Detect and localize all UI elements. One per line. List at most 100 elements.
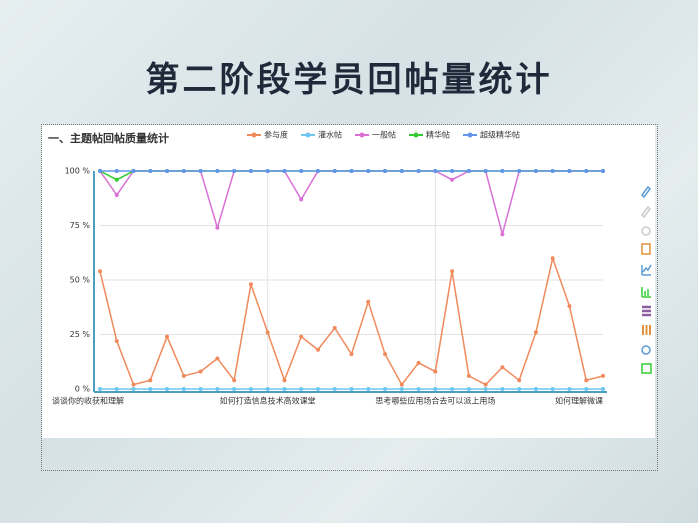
data-point — [433, 387, 438, 391]
data-point — [433, 369, 438, 374]
data-point — [282, 169, 287, 173]
data-point — [601, 387, 605, 391]
data-point — [567, 387, 572, 391]
data-point — [450, 387, 455, 391]
data-point — [248, 169, 253, 173]
legend-label: 一般帖 — [372, 130, 396, 140]
data-point — [416, 360, 421, 365]
data-point — [349, 387, 354, 391]
tool-icon[interactable] — [642, 305, 651, 317]
data-point — [98, 387, 102, 391]
data-point — [181, 169, 186, 173]
data-point — [332, 387, 337, 391]
y-tick-label: 25 % — [70, 330, 91, 339]
data-point — [114, 339, 119, 344]
toolbox[interactable] — [641, 185, 652, 374]
data-point — [315, 387, 320, 391]
data-point — [282, 387, 287, 391]
data-point — [248, 387, 253, 391]
data-point — [416, 387, 421, 391]
tool-icon[interactable] — [641, 226, 651, 236]
x-tick-label: 思考哪些应用场合去可以派上用场 — [375, 396, 495, 406]
data-point — [265, 330, 270, 335]
legend-swatch — [413, 132, 419, 138]
data-point — [601, 373, 605, 378]
data-point — [315, 347, 320, 352]
data-point — [533, 387, 538, 391]
data-point — [416, 169, 421, 173]
data-point — [584, 169, 589, 173]
data-point — [131, 387, 136, 391]
data-point — [517, 169, 522, 173]
y-tick-label: 0 % — [75, 385, 91, 394]
data-point — [232, 169, 237, 173]
data-point — [215, 169, 220, 173]
legend-swatch — [467, 132, 473, 138]
data-point — [399, 387, 404, 391]
data-point — [215, 387, 220, 391]
data-point — [533, 169, 538, 173]
data-point — [181, 387, 186, 391]
data-point — [366, 169, 371, 173]
data-point — [500, 169, 505, 173]
slide-title: 第二阶段学员回帖量统计 — [145, 60, 553, 100]
data-point — [282, 378, 287, 383]
tool-icon[interactable] — [641, 243, 651, 255]
data-point — [450, 269, 455, 274]
data-point — [114, 387, 119, 391]
data-point — [483, 382, 488, 387]
data-point — [98, 169, 102, 173]
data-point — [466, 169, 471, 173]
data-point — [450, 169, 455, 173]
data-point — [366, 299, 371, 304]
data-point — [433, 169, 438, 173]
data-point — [483, 387, 488, 391]
data-point — [265, 387, 270, 391]
data-point — [299, 334, 304, 339]
y-tick-label: 75 % — [70, 221, 91, 230]
data-point — [165, 169, 170, 173]
data-point — [383, 169, 388, 173]
tool-icon[interactable] — [642, 325, 651, 335]
data-point — [533, 330, 538, 335]
y-tick-label: 50 % — [70, 276, 91, 285]
data-point — [198, 387, 203, 391]
x-tick-label: 如何理解微课 — [555, 396, 603, 406]
chart-background — [42, 125, 655, 438]
data-point — [349, 352, 354, 357]
data-point — [248, 282, 253, 287]
data-point — [517, 378, 522, 383]
data-point — [550, 387, 555, 391]
data-point — [500, 387, 505, 391]
data-point — [517, 387, 522, 391]
legend-swatch — [305, 132, 311, 138]
tool-icon[interactable] — [641, 363, 652, 374]
data-point — [299, 387, 304, 391]
legend-label: 精华帖 — [426, 130, 450, 140]
data-point — [114, 192, 119, 197]
x-tick-label: 谈谈你的收获和理解 — [52, 396, 124, 406]
tool-icon[interactable] — [641, 287, 651, 298]
data-point — [332, 325, 337, 330]
tool-icon[interactable] — [641, 264, 652, 276]
legend-label: 超级精华帖 — [480, 130, 520, 140]
chart-title: 一、主题帖回帖质量统计 — [48, 131, 169, 145]
data-point — [399, 169, 404, 173]
data-point — [148, 169, 153, 173]
tool-icon[interactable] — [641, 205, 651, 219]
legend-label: 参与度 — [264, 130, 288, 140]
data-point — [165, 334, 170, 339]
data-point — [349, 169, 354, 173]
chart: 一、主题帖回帖质量统计 0 % 25 % 50 % 75 % 100 % 谈谈你的收获和理… — [42, 125, 655, 438]
tool-icon[interactable] — [641, 185, 651, 199]
data-point — [601, 169, 605, 173]
data-point — [131, 382, 136, 387]
data-point — [198, 169, 203, 173]
data-point — [567, 169, 572, 173]
data-point — [466, 373, 471, 378]
data-point — [148, 387, 153, 391]
tool-icon[interactable] — [641, 345, 651, 355]
data-point — [315, 169, 320, 173]
data-point — [383, 387, 388, 391]
